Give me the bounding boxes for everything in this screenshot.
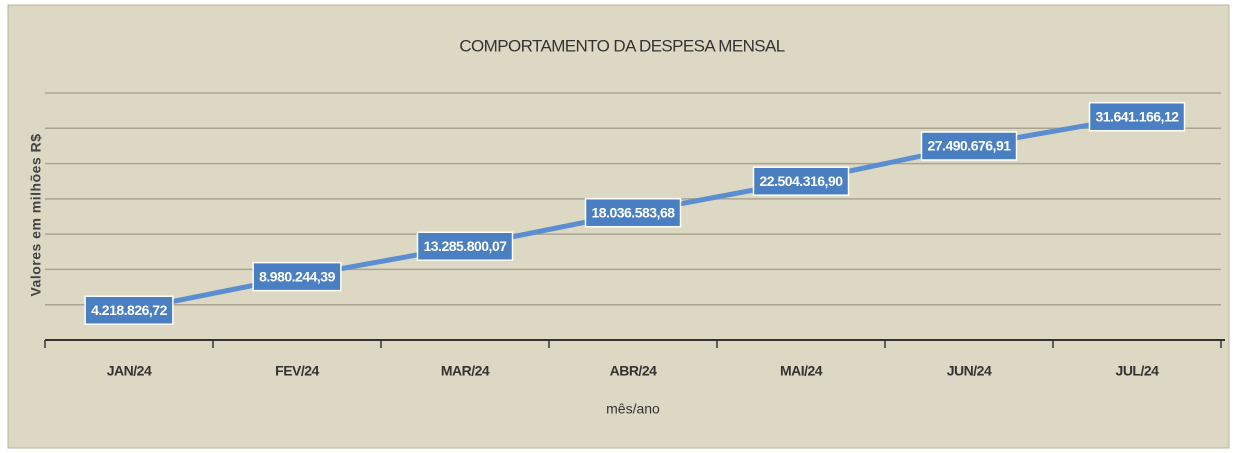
data-label-box	[752, 166, 850, 196]
chart-title: COMPORTAMENTO DA DESPESA MENSAL	[459, 36, 784, 55]
x-tick-label: ABR/24	[610, 363, 658, 379]
data-label-box	[416, 231, 514, 261]
x-tick-label: JAN/24	[107, 363, 152, 379]
x-tick-label: MAI/24	[780, 363, 823, 379]
x-axis-label: mês/ano	[606, 401, 660, 417]
data-label: 27.490.676,91	[927, 138, 1011, 154]
data-label-box	[252, 261, 342, 292]
data-label: 18.036.583,68	[591, 204, 675, 220]
x-tick-label: JUN/24	[947, 363, 992, 379]
data-label: 31.641.166,12	[1095, 108, 1179, 124]
data-label: 8.980.244,39	[259, 268, 335, 284]
x-tick-label: JUL/24	[1116, 363, 1160, 379]
data-label-box	[1088, 101, 1186, 132]
data-label: 22.504.316,90	[759, 173, 843, 189]
grid	[45, 92, 1221, 306]
data-label: 4.218.826,72	[91, 302, 167, 318]
data-label-box	[920, 131, 1018, 161]
x-axis: JAN/24 FEV/24 MAR/24 ABR/24 MAI/24 JUN/24 JUL/…	[44, 339, 1225, 379]
x-tick-label: MAR/24	[441, 363, 490, 379]
data-label-box	[84, 295, 174, 325]
data-label-box	[584, 197, 682, 228]
x-tick-label: FEV/24	[275, 363, 319, 379]
data-label: 13.285.800,07	[423, 238, 507, 254]
y-axis-label: Valores em milhões R$	[28, 133, 44, 296]
plot: 4.218.826,72 8.980.244,39 13.285.800,07 18.…	[84, 101, 1186, 325]
